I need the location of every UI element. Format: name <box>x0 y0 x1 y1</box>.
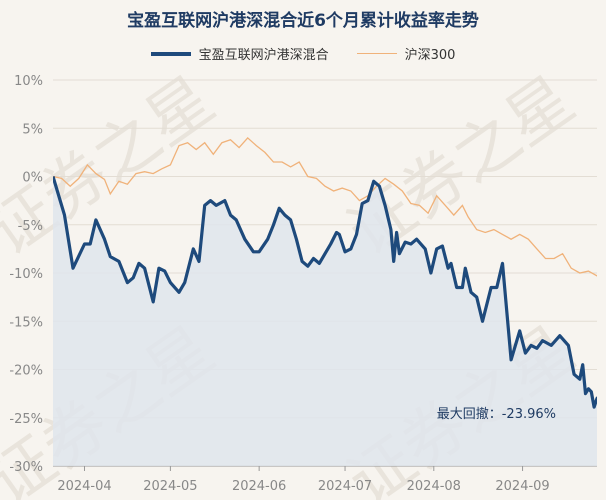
y-tick-label: 0% <box>22 171 43 186</box>
legend-swatch-index <box>356 53 397 54</box>
max-drawdown-label: 最大回撤：-23.96% <box>437 406 556 422</box>
y-tick-label: -25% <box>9 412 43 427</box>
series-line-fund <box>53 176 597 409</box>
legend: 宝盈互联网沪港深混合 沪深300 <box>0 44 606 63</box>
legend-item-fund[interactable]: 宝盈互联网沪港深混合 <box>150 44 329 63</box>
x-tick-label: 2024-04 <box>57 479 111 494</box>
watermark-text: 证券之星 <box>0 63 227 270</box>
fund-area-fill <box>53 176 597 466</box>
legend-item-index[interactable]: 沪深300 <box>356 44 456 63</box>
legend-label-index: 沪深300 <box>404 48 456 63</box>
chart-title: 宝盈互联网沪港深混合近6个月累计收益率走势 <box>127 11 479 31</box>
x-tick-label: 2024-08 <box>407 479 461 494</box>
x-tick-label: 2024-06 <box>232 479 286 494</box>
y-tick-label: -15% <box>9 315 43 330</box>
y-tick-label: -10% <box>9 267 43 282</box>
series-line-hs300 <box>53 136 597 277</box>
y-tick-label: 5% <box>22 122 43 137</box>
x-tick-label: 2024-09 <box>495 479 549 494</box>
y-tick-label: 10% <box>14 74 43 89</box>
legend-label-fund: 宝盈互联网沪港深混合 <box>198 48 329 63</box>
y-tick-label: -30% <box>9 460 43 475</box>
x-tick-label: 2024-07 <box>318 479 372 494</box>
y-tick-label: -5% <box>18 219 43 234</box>
legend-swatch-fund <box>150 51 191 56</box>
y-tick-label: -20% <box>9 364 43 379</box>
x-tick-label: 2024-05 <box>143 479 197 494</box>
